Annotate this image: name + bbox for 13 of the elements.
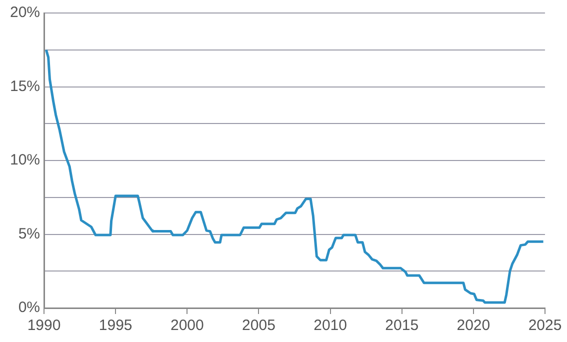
y-tick-label: 15% — [10, 78, 40, 95]
x-tick-label: 2020 — [456, 317, 490, 334]
y-tick-label: 5% — [18, 225, 40, 242]
x-tick-label: 2010 — [314, 317, 347, 334]
x-tick-label: 2015 — [385, 317, 419, 334]
y-tick-label: 0% — [18, 299, 40, 316]
x-tick-label: 1995 — [98, 317, 132, 334]
x-tick-label: 2005 — [242, 317, 276, 334]
x-tick-label: 2000 — [170, 317, 204, 334]
y-tick-label: 10% — [10, 152, 40, 169]
y-tick-label: 20% — [10, 4, 40, 22]
x-tick-label: 1990 — [27, 317, 61, 334]
x-tick-label: 2025 — [528, 317, 562, 334]
